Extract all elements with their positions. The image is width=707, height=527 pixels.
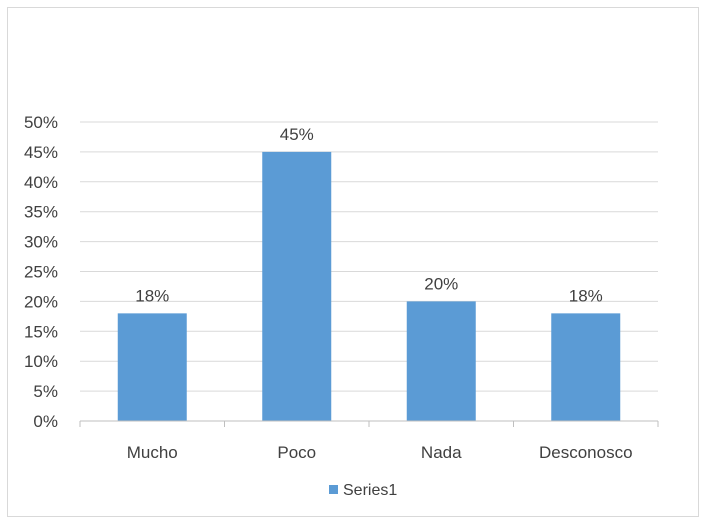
- data-label: 18%: [569, 286, 603, 305]
- bars: [117, 151, 621, 421]
- y-tick-label: 10%: [24, 352, 58, 371]
- legend-swatch: [329, 485, 338, 494]
- y-tick-label: 15%: [24, 322, 58, 341]
- y-tick-label: 5%: [33, 382, 58, 401]
- category-label: Desconosco: [539, 443, 633, 462]
- bar-poco: [262, 151, 332, 421]
- y-axis-tick-labels: 0% 5% 10% 15% 20% 25% 30% 35% 40% 45% 50%: [24, 113, 58, 431]
- bar-mucho: [117, 313, 187, 421]
- data-label: 45%: [280, 125, 314, 144]
- bar-nada: [406, 301, 476, 421]
- category-label: Nada: [421, 443, 462, 462]
- y-tick-label: 0%: [33, 412, 58, 431]
- chart-frame: [7, 7, 699, 517]
- x-axis-category-labels: Mucho Poco Nada Desconosco: [127, 443, 633, 462]
- data-label: 20%: [424, 274, 458, 293]
- y-tick-label: 30%: [24, 233, 58, 252]
- y-tick-label: 25%: [24, 263, 58, 282]
- category-label: Mucho: [127, 443, 178, 462]
- y-tick-label: 45%: [24, 143, 58, 162]
- y-tick-label: 20%: [24, 292, 58, 311]
- y-tick-label: 35%: [24, 203, 58, 222]
- legend-label: Series1: [343, 482, 397, 499]
- legend: Series1: [329, 482, 397, 499]
- data-labels: 18% 45% 20% 18%: [135, 125, 603, 305]
- data-label: 18%: [135, 286, 169, 305]
- category-label: Poco: [277, 443, 316, 462]
- y-tick-label: 40%: [24, 173, 58, 192]
- y-tick-label: 50%: [24, 113, 58, 132]
- x-axis: [79, 420, 659, 427]
- bar-desconosco: [551, 313, 621, 421]
